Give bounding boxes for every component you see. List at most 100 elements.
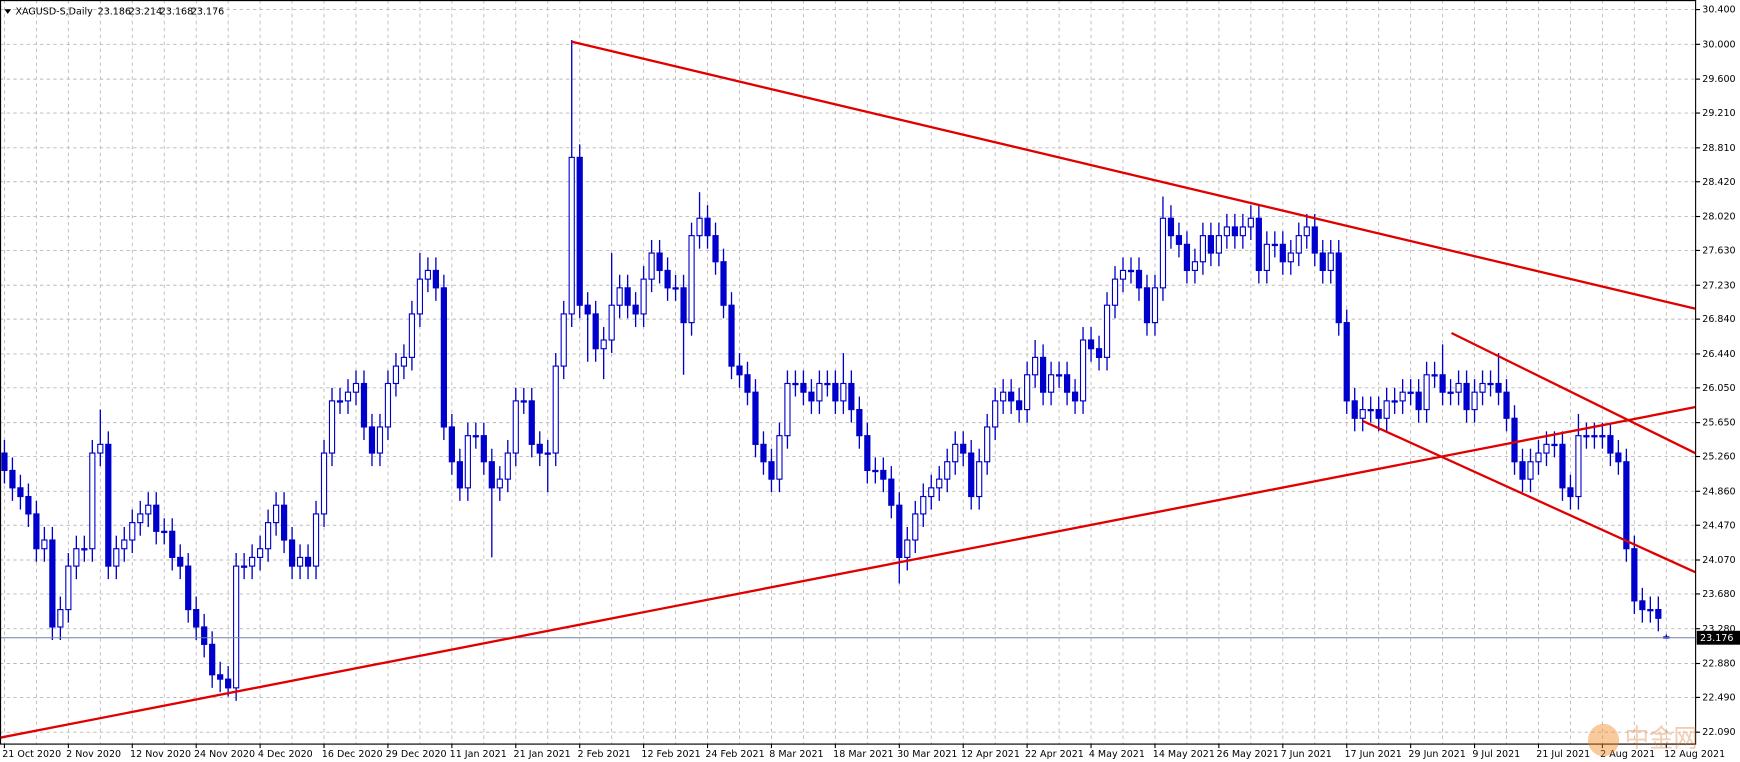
candle-body [1615, 452, 1622, 463]
y-tick-label: 28.020 [1702, 211, 1735, 222]
candle-body [600, 339, 607, 350]
candle-body [1279, 243, 1286, 263]
candle-body [512, 400, 519, 454]
candle-body [392, 365, 400, 385]
candle-body [89, 452, 96, 550]
candle-body [1087, 339, 1095, 350]
candle-body [1159, 217, 1167, 289]
candle-body [848, 382, 855, 411]
candle-body [880, 469, 887, 480]
candle-body [1071, 391, 1079, 402]
candle-body [1199, 235, 1207, 263]
candle-body [376, 426, 384, 454]
candle-body [816, 382, 823, 402]
x-tick-label: 4 May 2021 [1089, 749, 1145, 760]
candle-body [872, 469, 879, 473]
x-tick-label: 26 May 2021 [1217, 749, 1279, 760]
candle-body [1567, 487, 1574, 498]
candle-body [1607, 435, 1614, 454]
candle-body [1175, 235, 1183, 245]
x-tick-label: 12 Feb 2021 [641, 749, 700, 760]
candle-body [624, 287, 631, 306]
candle-body [840, 382, 847, 402]
candle-body [264, 522, 272, 550]
y-tick-label: 29.210 [1702, 108, 1735, 119]
candle-body [25, 495, 32, 515]
candle-body [424, 269, 432, 280]
candle-body [145, 504, 152, 515]
candle-body [177, 556, 184, 567]
y-tick-label: 28.420 [1702, 177, 1735, 188]
candle-body [864, 435, 871, 472]
candle-body [1487, 382, 1494, 386]
y-tick-label: 27.230 [1702, 280, 1735, 291]
x-tick-label: 21 Jul 2021 [1536, 749, 1590, 760]
candle-body [1519, 461, 1526, 480]
candle-body [920, 495, 927, 515]
candle-body [1295, 235, 1302, 254]
candle-body [1631, 548, 1638, 602]
candle-body [1391, 400, 1398, 403]
candle-body [1351, 400, 1358, 419]
candle-body [1575, 435, 1582, 498]
candle-body [1103, 304, 1111, 358]
candle-body [736, 365, 743, 376]
candle-body [17, 487, 24, 498]
candle-body [1135, 269, 1143, 289]
candle-body [1047, 374, 1055, 393]
x-tick-label: 22 Apr 2021 [1025, 749, 1084, 760]
header-arrow [4, 9, 12, 14]
candle-body [320, 452, 328, 515]
axes: 30.400 30.000 29.600 29.210 28.810 28.420 28.0… [2, 4, 1740, 760]
trend-line [571, 40, 1696, 310]
grid [0, 0, 1696, 744]
candle-body [1247, 217, 1254, 228]
x-tick-label: 14 May 2021 [1153, 749, 1215, 760]
candle-body [1503, 391, 1510, 419]
candle-body [912, 513, 919, 541]
y-tick-label: 26.440 [1702, 349, 1735, 360]
candle-body [336, 400, 344, 403]
candle-body [1599, 435, 1606, 438]
candle-body [1543, 443, 1550, 454]
candle-body [1000, 391, 1007, 402]
candle-body [432, 269, 439, 289]
candle-body [113, 548, 120, 567]
candle-body [488, 461, 495, 489]
candle-body [1335, 252, 1342, 324]
x-tick-label: 4 Dec 2020 [258, 749, 313, 760]
candle-body [784, 382, 791, 437]
candle-body [616, 287, 623, 306]
x-tick-label: 30 Mar 2021 [897, 749, 957, 760]
candle-body [1263, 243, 1270, 272]
candle-body [1535, 452, 1542, 463]
candle-body [201, 626, 208, 645]
candle-body [1024, 374, 1031, 411]
candle-body [1287, 252, 1294, 263]
candle-body [1231, 226, 1238, 237]
candle-body [41, 539, 48, 550]
candle-body [1479, 382, 1486, 393]
candle-body [272, 504, 280, 524]
candle-body [137, 513, 144, 524]
candle-body [209, 643, 216, 676]
candle-body [1423, 374, 1430, 411]
candle-body [1343, 322, 1350, 402]
candle-body [952, 443, 959, 463]
candle-body [1207, 235, 1215, 254]
y-tick-label: 29.600 [1702, 74, 1735, 85]
x-tick-label: 11 Jan 2021 [450, 749, 507, 760]
x-tick-label: 18 Mar 2021 [833, 749, 893, 760]
header-close: 23.176 [191, 6, 224, 17]
x-tick-label: 21 Oct 2020 [2, 749, 61, 760]
candle-body [992, 400, 999, 428]
x-tick-label: 21 Jan 2021 [514, 749, 571, 760]
candle-body [824, 382, 831, 386]
candle-body [1471, 391, 1478, 411]
x-tick-label: 7 Jun 2021 [1281, 749, 1332, 760]
candle-body [1032, 356, 1039, 376]
y-tick-label: 22.880 [1702, 658, 1735, 669]
candle-body [760, 443, 767, 463]
x-tick-label: 24 Nov 2020 [194, 749, 255, 760]
